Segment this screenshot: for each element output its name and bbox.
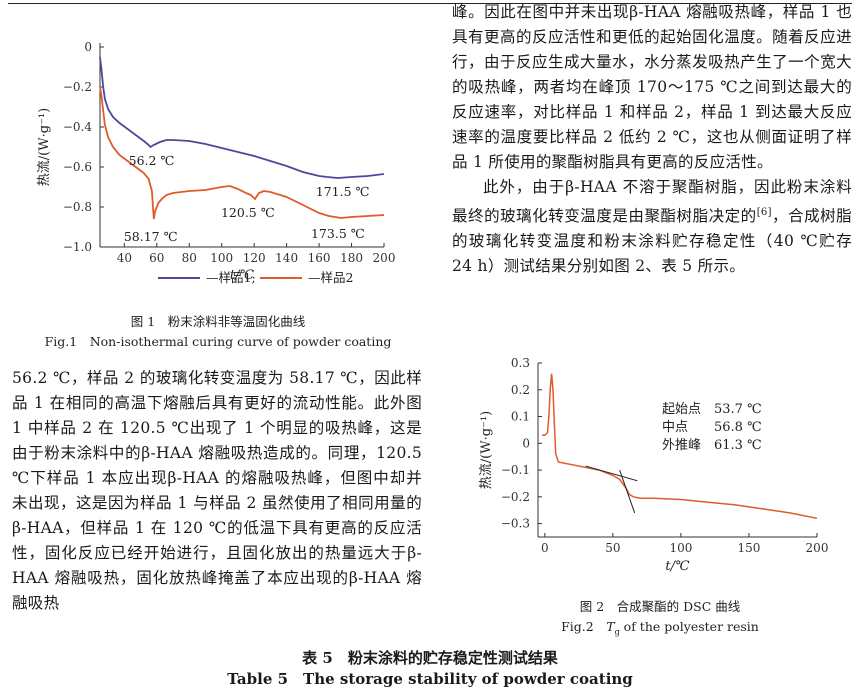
peak-annotation: 56.2 ℃ xyxy=(129,153,175,168)
x-tick-label: 50 xyxy=(605,541,620,555)
y-tick-label: −0.2 xyxy=(501,490,530,504)
figure-2-caption-en: Fig.2 Tg of the polyester resin xyxy=(470,617,850,643)
y-tick-label: 0 xyxy=(522,436,530,450)
series-line-sample-1 xyxy=(99,56,385,179)
right-paragraph-1: 峰。因此在图中并未出现β-HAA 熔融吸热峰，样品 1 也具有更高的反应活性和更… xyxy=(452,3,852,171)
figure-1: 0 −0.2 −0.4 −0.6 −0.8 −1.0 40 60 80 100 120 140 160 1… xyxy=(8,10,428,350)
x-tick-label: 180 xyxy=(340,251,363,265)
y-tick-label: 0.2 xyxy=(511,383,530,397)
figure-1-caption-en: Fig.1 Non-isothermal curing curve of pow… xyxy=(44,334,392,349)
tangent-line xyxy=(619,469,636,514)
y-tick-label: 0.1 xyxy=(511,410,530,424)
x-tick-label: 200 xyxy=(806,541,829,555)
y-axis-label: 热流/(W·g⁻¹) xyxy=(479,411,494,489)
y-tick-label: −0.3 xyxy=(501,517,530,531)
x-axis-label: t/℃ xyxy=(230,268,255,283)
legend-label-sample-1: —样品1; xyxy=(206,270,256,285)
right-column-text: 峰。因此在图中并未出现β-HAA 熔融吸热峰，样品 1 也具有更高的反应活性和更… xyxy=(452,0,852,279)
peak-annotation: 120.5 ℃ xyxy=(221,205,275,220)
figure-2-chart: 0.3 0.2 0.1 0 −0.1 −0.2 −0.3 0 50 100 150 200 t/℃ 热流/… xyxy=(479,356,829,574)
x-tick-label: 0 xyxy=(541,541,549,555)
x-axis-label: t/℃ xyxy=(665,559,690,574)
x-tick-label: 100 xyxy=(669,541,692,555)
y-tick-label: −0.8 xyxy=(63,200,92,214)
y-axis-label: 热流/(W·g⁻¹) xyxy=(37,108,52,186)
figure-2-caption-cn: 图 2 合成聚酯的 DSC 曲线 xyxy=(579,599,741,614)
x-tick-label: 150 xyxy=(737,541,760,555)
x-tick-label: 100 xyxy=(210,251,233,265)
x-tick-label: 200 xyxy=(373,251,396,265)
x-tick-label: 140 xyxy=(275,251,298,265)
peak-annotation: 173.5 ℃ xyxy=(311,226,365,241)
legend-label-sample-2: —样品2 xyxy=(308,270,353,285)
citation-ref[interactable]: [6] xyxy=(756,207,772,218)
figure-1-caption: 图 1 粉末涂料非等温固化曲线 Fig.1 Non-isothermal cur… xyxy=(8,312,428,352)
peak-annotation: 58.17 ℃ xyxy=(124,229,178,244)
figure-2-caption-en-t: T xyxy=(606,619,615,634)
series-line-sample-2 xyxy=(99,86,385,220)
left-column-text: 56.2 ℃，样品 2 的玻璃化转变温度为 58.17 ℃，因此样品 1 在相同… xyxy=(12,366,422,616)
right-paragraph-2-part-a: 此外，由于β-HAA 不溶于聚酯树脂，因此粉末涂料最终的玻璃化转变温度是由聚酯树… xyxy=(452,178,852,226)
figure-2: 0.3 0.2 0.1 0 −0.1 −0.2 −0.3 0 50 100 150 200 t/℃ 热流/… xyxy=(470,345,850,640)
table-5-title-cn: 表 5 粉末涂料的贮存稳定性测试结果 xyxy=(302,649,558,667)
x-tick-label: 160 xyxy=(308,251,331,265)
y-tick-label: −1.0 xyxy=(63,240,92,254)
x-tick-label: 60 xyxy=(149,251,164,265)
y-tick-label: 0.3 xyxy=(511,356,530,370)
figure-2-caption-en-sub: g xyxy=(614,627,620,637)
figure-2-caption-en-suffix: of the polyester resin xyxy=(619,619,759,634)
y-tick-label: −0.4 xyxy=(63,120,93,134)
tg-annotation-label: 中点 xyxy=(662,420,688,435)
peak-annotation: 171.5 ℃ xyxy=(316,184,370,199)
table-5-title-en: Table 5 The storage stability of powder … xyxy=(227,670,633,688)
figure-1-caption-cn: 图 1 粉末涂料非等温固化曲线 xyxy=(130,314,306,329)
right-paragraph-2-part-b: ，合成树脂的玻璃化转变温度和粉末涂料贮存稳定性（40 ℃贮存 24 h）测试结果… xyxy=(452,207,852,276)
figure-2-caption: 图 2 合成聚酯的 DSC 曲线 Fig.2 Tg of the polyest… xyxy=(470,597,850,643)
tg-annotation-value: 53.7 ℃ xyxy=(714,402,762,417)
tg-annotation-value: 56.8 ℃ xyxy=(714,420,762,435)
y-tick-label: −0.2 xyxy=(63,80,92,94)
page-top-rule xyxy=(8,3,852,4)
table-5-title: 表 5 粉末涂料的贮存稳定性测试结果 Table 5 The storage s… xyxy=(0,648,860,690)
right-paragraph-2: 此外，由于β-HAA 不溶于聚酯树脂，因此粉末涂料最终的玻璃化转变温度是由聚酯树… xyxy=(452,175,852,279)
tg-annotation-label: 起始点 xyxy=(662,402,701,417)
tg-annotation-label: 外推峰 xyxy=(662,438,701,453)
left-paragraph: 56.2 ℃，样品 2 的玻璃化转变温度为 58.17 ℃，因此样品 1 在相同… xyxy=(12,369,422,612)
tangent-line xyxy=(585,465,638,482)
y-tick-label: −0.6 xyxy=(63,160,92,174)
y-tick-label: 0 xyxy=(84,40,92,54)
x-tick-label: 120 xyxy=(243,251,266,265)
x-tick-label: 40 xyxy=(117,251,132,265)
figure-2-caption-en-prefix: Fig.2 xyxy=(561,619,607,634)
x-tick-label: 80 xyxy=(182,251,197,265)
tg-annotation-value: 61.3 ℃ xyxy=(714,438,762,453)
y-tick-label: −0.1 xyxy=(501,463,530,477)
figure-1-chart: 0 −0.2 −0.4 −0.6 −0.8 −1.0 40 60 80 100 120 140 160 1… xyxy=(37,40,396,285)
